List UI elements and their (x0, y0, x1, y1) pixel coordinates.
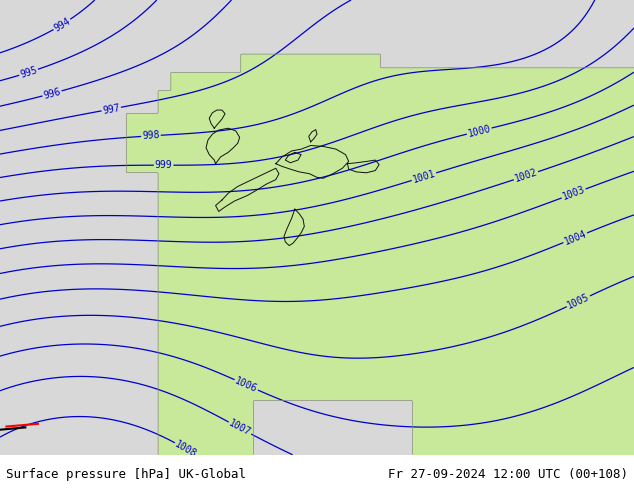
Text: 1000: 1000 (467, 123, 492, 139)
Text: 995: 995 (18, 65, 39, 80)
Text: 996: 996 (42, 86, 62, 100)
Text: 1006: 1006 (233, 375, 259, 394)
Text: 1003: 1003 (561, 185, 586, 202)
Text: 1008: 1008 (173, 439, 198, 459)
Text: Surface pressure [hPa] UK-Global: Surface pressure [hPa] UK-Global (6, 467, 247, 481)
Text: 1007: 1007 (227, 418, 253, 438)
Text: 1001: 1001 (411, 169, 437, 185)
Text: 1005: 1005 (566, 292, 591, 311)
Text: 994: 994 (52, 16, 72, 33)
Text: 998: 998 (142, 130, 160, 141)
Text: 1002: 1002 (513, 167, 539, 184)
Text: Fr 27-09-2024 12:00 UTC (00+108): Fr 27-09-2024 12:00 UTC (00+108) (387, 467, 628, 481)
Text: 1004: 1004 (562, 229, 588, 247)
Text: 999: 999 (155, 160, 172, 170)
Text: 997: 997 (101, 102, 121, 116)
Polygon shape (0, 0, 634, 455)
Polygon shape (0, 455, 634, 490)
